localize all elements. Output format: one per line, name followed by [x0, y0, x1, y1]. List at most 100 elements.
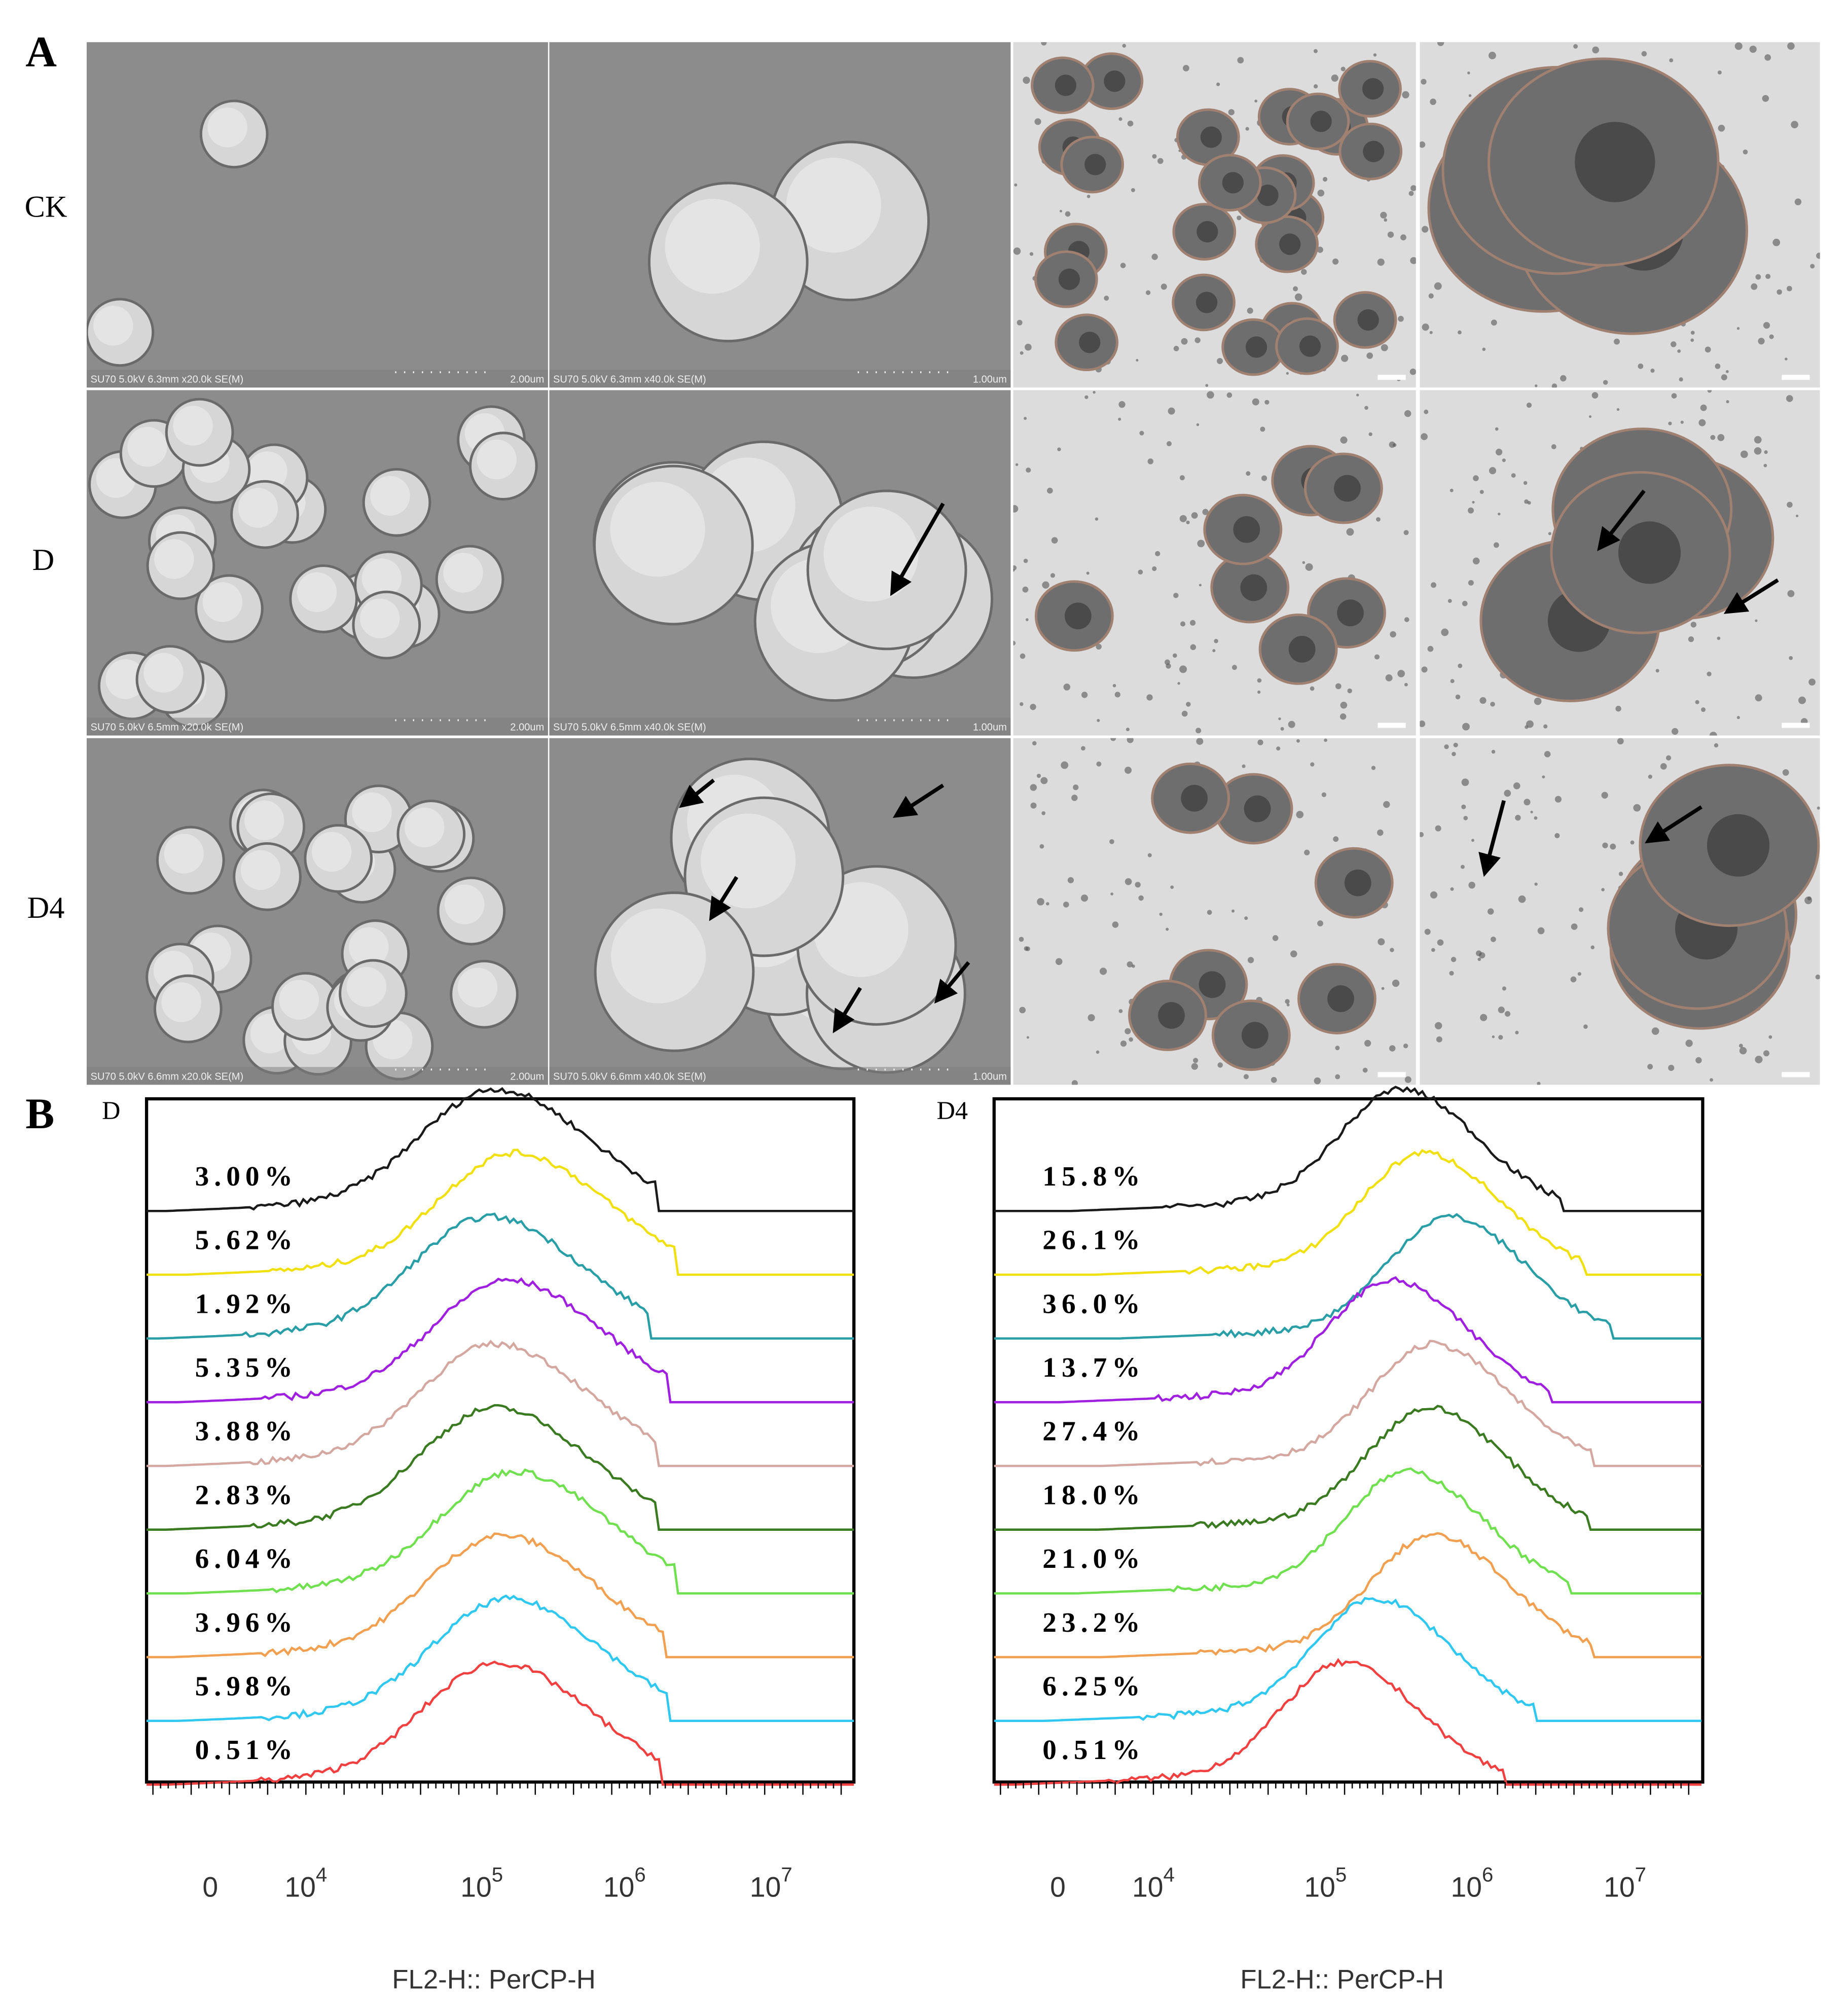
histogram-trace: [147, 1468, 854, 1595]
x-axis-label: FL2-H:: PerCP-H: [392, 1965, 596, 1995]
cell-core: [1241, 1022, 1269, 1049]
micrograph-bg: [1013, 390, 1416, 736]
debris: [1671, 393, 1677, 399]
debris: [1705, 346, 1711, 353]
debris: [1437, 939, 1444, 946]
debris: [1313, 84, 1318, 89]
cell-core: [1245, 336, 1267, 358]
cell-core: [1233, 516, 1260, 543]
debris: [1317, 246, 1323, 253]
debris: [1551, 444, 1556, 449]
debris: [1610, 843, 1616, 850]
debris: [1518, 895, 1526, 903]
debris: [1397, 670, 1405, 677]
percentage-label: 18.0%: [1042, 1479, 1145, 1510]
sem-info: SU70 5.0kV 6.3mm x20.0k SE(M): [90, 374, 243, 385]
debris: [1685, 1039, 1693, 1047]
cell-core: [1200, 126, 1222, 148]
debris: [1480, 1014, 1488, 1021]
arrow: [1478, 800, 1506, 877]
debris: [1815, 974, 1820, 980]
debris: [1261, 475, 1267, 481]
debris: [1381, 987, 1385, 990]
debris: [1463, 816, 1468, 820]
debris: [1511, 473, 1516, 478]
debris: [1551, 383, 1557, 388]
debris: [1449, 971, 1454, 976]
debris: [1526, 402, 1532, 408]
x-tick-label: 104: [1132, 1863, 1175, 1903]
debris: [1122, 44, 1127, 48]
debris: [1410, 257, 1416, 264]
debris: [1166, 927, 1169, 931]
debris: [1460, 865, 1465, 869]
debris: [1186, 702, 1191, 707]
debris: [1321, 792, 1327, 797]
debris: [1725, 370, 1729, 373]
debris: [1796, 514, 1799, 517]
debris: [1680, 420, 1684, 424]
debris: [1190, 644, 1197, 651]
debris: [1755, 274, 1761, 280]
debris: [1769, 334, 1774, 339]
debris: [1110, 892, 1114, 895]
debris: [1231, 665, 1237, 670]
debris: [1603, 380, 1608, 385]
scale-bar: [1378, 723, 1406, 728]
cell-highlight: [297, 572, 337, 613]
scale-bar: [1378, 375, 1406, 380]
debris: [1017, 319, 1023, 326]
debris: [1751, 283, 1758, 290]
debris: [1013, 247, 1021, 255]
debris: [1421, 433, 1428, 440]
debris: [1787, 501, 1793, 508]
debris: [1029, 252, 1034, 256]
cell-core: [1363, 140, 1385, 162]
debris: [1151, 254, 1158, 260]
caption-bar: [86, 370, 548, 388]
micrograph: SU70 5.0kV 6.3mm x20.0k SE(M) 2.00um: [86, 42, 548, 388]
debris: [1403, 1043, 1408, 1049]
debris: [1690, 331, 1695, 335]
debris: [1340, 66, 1346, 71]
debris: [1034, 118, 1041, 125]
debris: [1112, 684, 1116, 688]
cell-core: [1197, 221, 1218, 243]
debris: [1019, 1007, 1026, 1014]
x-tick-label: 0: [202, 1872, 218, 1903]
cell-highlight: [161, 982, 201, 1022]
debris: [1548, 532, 1551, 535]
cell-core: [1055, 75, 1076, 96]
debris: [1272, 935, 1279, 941]
debris: [1181, 710, 1188, 717]
debris: [1032, 741, 1037, 746]
tick-exponent: 6: [1482, 1863, 1493, 1886]
debris: [1403, 530, 1409, 535]
debris: [1186, 520, 1190, 524]
debris: [1179, 665, 1187, 673]
debris: [1472, 557, 1480, 565]
debris: [1482, 347, 1486, 351]
debris: [1718, 124, 1725, 132]
debris: [1543, 724, 1548, 729]
debris: [1207, 391, 1214, 399]
debris: [1127, 738, 1134, 743]
debris: [1127, 120, 1134, 127]
sem-scale: 2.00um: [510, 374, 544, 385]
debris: [1095, 517, 1099, 521]
cell-core: [1362, 78, 1384, 100]
debris: [1196, 738, 1204, 745]
debris: [1173, 346, 1179, 351]
debris: [1493, 542, 1499, 548]
debris: [1492, 1035, 1495, 1038]
histogram-trace: [147, 1404, 854, 1531]
debris: [1081, 746, 1085, 751]
debris: [1717, 70, 1722, 75]
debris: [1377, 829, 1384, 836]
debris: [1390, 631, 1396, 638]
debris: [1739, 1047, 1747, 1055]
debris: [1798, 696, 1806, 704]
debris: [1690, 622, 1697, 628]
sem-info: SU70 5.0kV 6.3mm x40.0k SE(M): [553, 374, 706, 385]
debris: [1736, 327, 1740, 330]
